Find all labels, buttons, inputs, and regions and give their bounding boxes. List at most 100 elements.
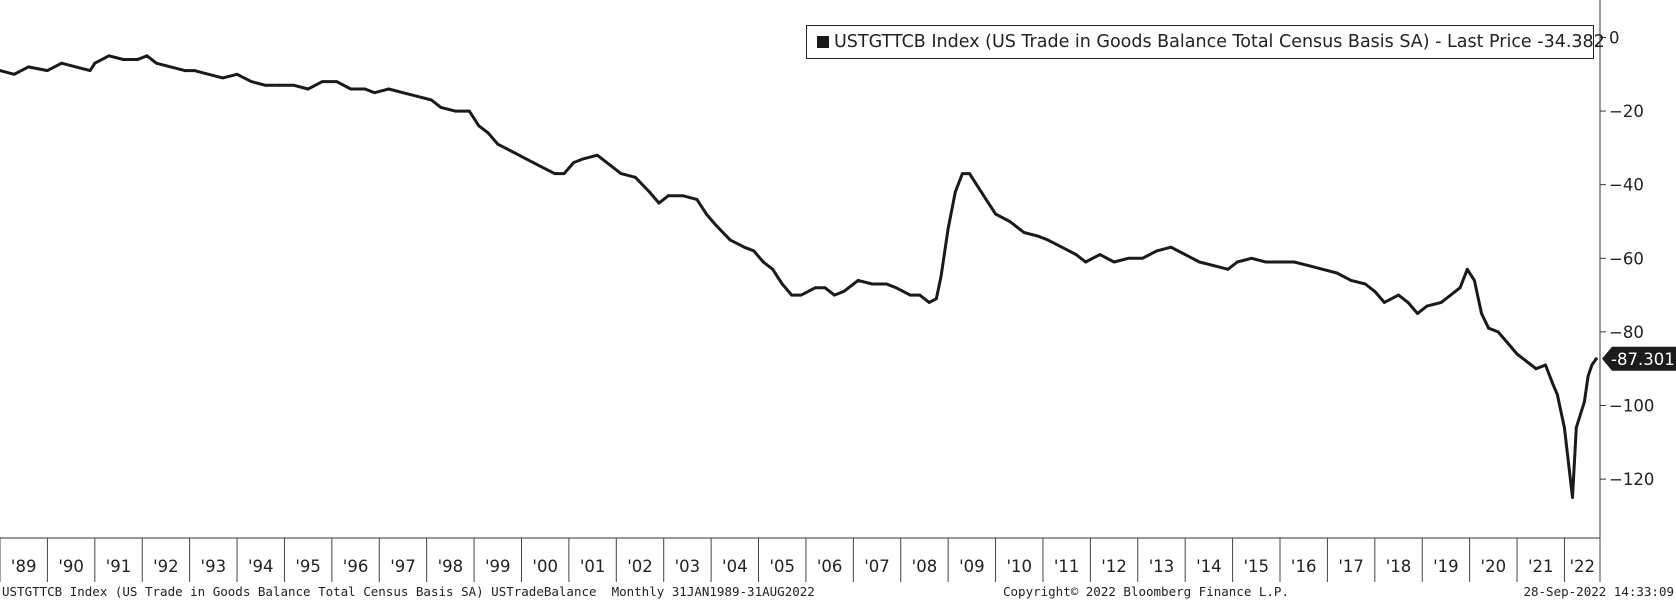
data-point — [1212, 264, 1216, 268]
data-point — [790, 293, 794, 297]
data-point — [1235, 260, 1239, 264]
x-tick-label: '20 — [1481, 557, 1507, 576]
y-tick-label: −60 — [1609, 249, 1644, 268]
data-point — [1551, 382, 1554, 385]
data-point — [1515, 352, 1519, 356]
data-point — [1586, 374, 1590, 378]
data-point — [0, 69, 2, 72]
data-point — [939, 275, 943, 279]
footer-source: USTGTTCB Index (US Trade in Goods Balanc… — [2, 584, 815, 599]
x-tick-label: '05 — [769, 557, 795, 576]
data-point — [968, 172, 971, 176]
data-point — [1141, 256, 1144, 260]
data-point — [1250, 256, 1253, 260]
data-point — [1321, 267, 1325, 271]
data-point — [1416, 312, 1419, 315]
data-point — [1126, 256, 1130, 260]
x-tick-label: '10 — [1006, 557, 1032, 576]
data-point — [1084, 260, 1088, 264]
y-tick-label: −80 — [1609, 323, 1644, 342]
data-point — [856, 278, 860, 282]
last-value-tag — [1602, 346, 1676, 371]
data-point — [704, 212, 708, 216]
data-point — [60, 61, 64, 65]
data-point — [1425, 304, 1429, 308]
y-tick-label: −40 — [1609, 176, 1644, 195]
data-point — [927, 301, 931, 304]
data-point — [1525, 359, 1528, 363]
data-point — [1574, 426, 1578, 429]
x-tick-label: '99 — [485, 557, 511, 576]
x-tick-label: '01 — [580, 557, 606, 576]
x-tick-label: '03 — [675, 557, 701, 576]
data-point — [467, 109, 471, 113]
data-point — [595, 153, 599, 157]
x-tick-label: '04 — [722, 557, 748, 576]
data-point — [799, 293, 803, 297]
data-point — [960, 172, 964, 176]
data-point — [415, 94, 419, 98]
data-point — [1534, 367, 1538, 371]
x-tick-label: '00 — [532, 557, 558, 576]
last-value-marker: -87.301 — [1602, 346, 1676, 371]
x-tick-label: '07 — [864, 557, 890, 576]
data-point — [107, 54, 111, 58]
data-point — [539, 164, 542, 168]
x-tick-label: '13 — [1149, 557, 1175, 576]
data-point — [1046, 238, 1050, 242]
data-point — [1074, 253, 1078, 256]
data-point — [1449, 293, 1453, 297]
data-point — [1278, 260, 1282, 264]
x-tick-label: '18 — [1386, 557, 1412, 576]
data-point — [1555, 393, 1559, 396]
x-tick-label: '14 — [1196, 557, 1222, 576]
data-point — [335, 80, 338, 84]
x-tick-label: '22 — [1569, 557, 1595, 576]
data-point — [1363, 282, 1367, 286]
data-point — [292, 83, 296, 87]
data-point — [832, 293, 836, 297]
data-point — [136, 58, 139, 61]
data-point — [278, 83, 282, 87]
data-point — [1112, 260, 1116, 264]
x-tick-label: '19 — [1433, 557, 1459, 576]
x-tick-label: '96 — [343, 557, 369, 576]
data-point — [619, 172, 623, 176]
data-point — [752, 249, 756, 253]
legend-swatch — [817, 36, 829, 48]
data-point — [363, 87, 367, 91]
data-point — [648, 190, 651, 194]
plot-area — [0, 54, 1598, 499]
data-point — [1349, 278, 1353, 282]
data-point — [984, 197, 988, 201]
footer-copyright: Copyright© 2022 Bloomberg Finance L.P. — [1003, 584, 1289, 599]
data-point — [1496, 330, 1500, 334]
data-point — [1406, 301, 1410, 304]
data-point — [1571, 496, 1574, 499]
data-point — [496, 142, 500, 146]
data-point — [183, 69, 187, 72]
data-point — [728, 238, 732, 242]
data-point — [1292, 260, 1296, 264]
data-point — [1563, 426, 1566, 429]
x-tick-label: '08 — [912, 557, 938, 576]
data-point — [1264, 260, 1268, 264]
data-point — [1373, 290, 1377, 293]
x-tick-label: '17 — [1338, 557, 1364, 576]
data-point — [145, 54, 149, 58]
x-tick-label: '93 — [201, 557, 227, 576]
data-point — [12, 72, 16, 76]
data-point — [714, 223, 718, 227]
data-point — [1098, 253, 1102, 256]
data-point — [1458, 286, 1462, 290]
data-point — [842, 290, 846, 293]
data-point — [46, 69, 49, 72]
data-point — [553, 172, 557, 176]
data-point — [1594, 357, 1598, 361]
data-point — [477, 124, 481, 128]
series-line — [0, 54, 1598, 499]
data-point — [510, 150, 514, 153]
data-point — [453, 109, 457, 113]
data-point — [695, 197, 699, 201]
x-tick-label: '09 — [959, 557, 985, 576]
